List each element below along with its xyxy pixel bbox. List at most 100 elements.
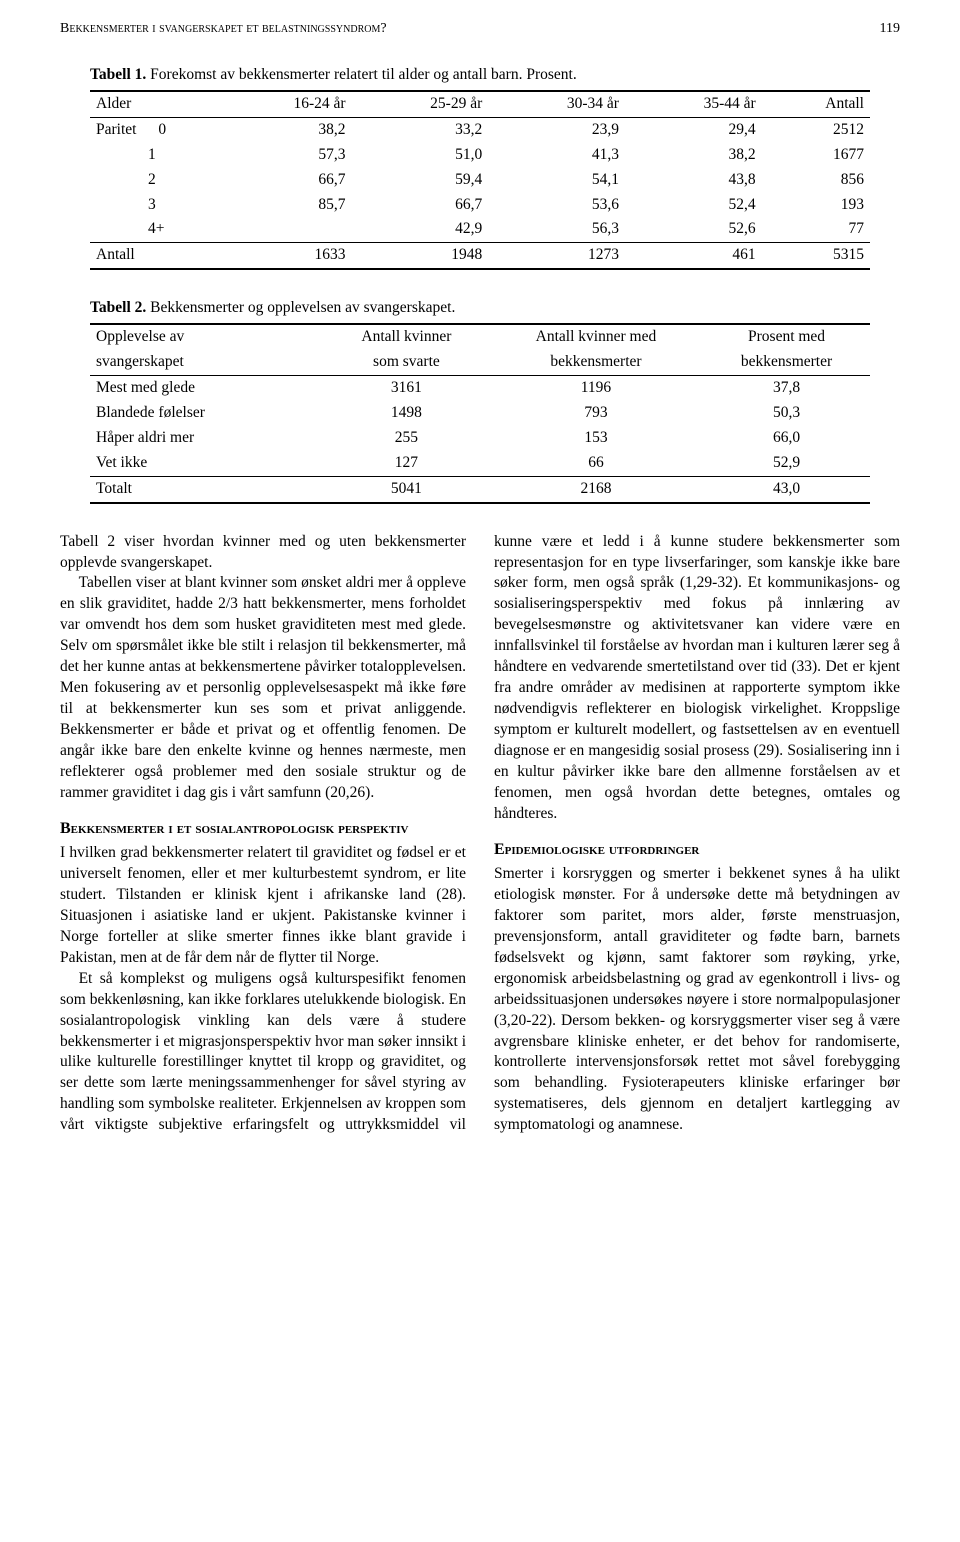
cell: Antall: [90, 243, 215, 269]
cell: 856: [762, 168, 870, 193]
cell: 52,6: [625, 217, 762, 242]
cell: Paritet 0: [90, 117, 215, 142]
table-1: Alder16-24 år25-29 år30-34 år35-44 årAnt…: [90, 90, 870, 270]
cell: 461: [625, 243, 762, 269]
cell: 77: [762, 217, 870, 242]
table-1-caption-text: Forekomst av bekkensmerter relatert til …: [150, 66, 577, 83]
table-2-header-row1: Opplevelse av Antall kvinner Antall kvin…: [90, 324, 870, 350]
th: 16-24 år: [215, 91, 352, 117]
cell: 57,3: [215, 143, 352, 168]
table-2-header-row2: svangerskapet som svarte bekkensmerter b…: [90, 350, 870, 375]
table-row: Mest med glede 3161 1196 37,8: [90, 376, 870, 401]
cell: 3: [90, 193, 215, 218]
th: 30-34 år: [488, 91, 625, 117]
section-heading-1: Bekkensmerter i et sosialantropologisk p…: [60, 818, 466, 840]
cell: 50,3: [703, 401, 870, 426]
th: som svarte: [324, 350, 489, 375]
cell: 56,3: [488, 217, 625, 242]
cell: 23,9: [488, 117, 625, 142]
cell: 38,2: [625, 143, 762, 168]
cell: 793: [489, 401, 703, 426]
table-row: Håper aldri mer 255 153 66,0: [90, 426, 870, 451]
cell: 255: [324, 426, 489, 451]
th: 35-44 år: [625, 91, 762, 117]
cell: 1948: [352, 243, 489, 269]
th: Alder: [90, 91, 215, 117]
cell: [215, 217, 352, 242]
cell: 1196: [489, 376, 703, 401]
cell: 43,8: [625, 168, 762, 193]
cell: 3161: [324, 376, 489, 401]
cell: 193: [762, 193, 870, 218]
cell: 51,0: [352, 143, 489, 168]
cell: 4+: [90, 217, 215, 242]
cell: 85,7: [215, 193, 352, 218]
cell: 66,7: [352, 193, 489, 218]
cell: 54,1: [488, 168, 625, 193]
table-2-block: Tabell 2. Bekkensmerter og opplevelsen a…: [90, 298, 870, 503]
table-row: 266,759,454,143,8856: [90, 168, 870, 193]
th: 25-29 år: [352, 91, 489, 117]
cell: 1677: [762, 143, 870, 168]
cell: Totalt: [90, 476, 324, 502]
cell: 2168: [489, 476, 703, 502]
cell: 1498: [324, 401, 489, 426]
table-2-caption-label: Tabell 2.: [90, 299, 146, 316]
section-heading-2-text: Epidemiologiske utfordringer: [494, 841, 699, 858]
table-2-total-row: Totalt 5041 2168 43,0: [90, 476, 870, 502]
section-heading-2: Epidemiologiske utfordringer: [494, 839, 900, 861]
cell: 42,9: [352, 217, 489, 242]
running-title: Bekkensmerter i svangerskapet et belastn…: [60, 20, 387, 39]
table-row: Blandede følelser 1498 793 50,3: [90, 401, 870, 426]
table-1-caption: Tabell 1. Forekomst av bekkensmerter rel…: [90, 65, 870, 86]
th: svangerskapet: [90, 350, 324, 375]
th: Prosent med: [703, 324, 870, 350]
table-2-caption-text: Bekkensmerter og opplevelsen av svangers…: [150, 299, 455, 316]
cell: 5041: [324, 476, 489, 502]
cell: Mest med glede: [90, 376, 324, 401]
cell: 66: [489, 451, 703, 476]
running-header: Bekkensmerter i svangerskapet et belastn…: [60, 20, 900, 57]
table-row: 157,351,041,338,21677: [90, 143, 870, 168]
cell: 1: [90, 143, 215, 168]
table-row: 4+ 42,956,352,677: [90, 217, 870, 242]
cell: 52,9: [703, 451, 870, 476]
cell: 59,4: [352, 168, 489, 193]
page-number: 119: [880, 20, 900, 39]
cell: 53,6: [488, 193, 625, 218]
th: bekkensmerter: [703, 350, 870, 375]
table-row: Paritet 038,233,223,929,42512: [90, 117, 870, 142]
cell: 37,8: [703, 376, 870, 401]
cell: 43,0: [703, 476, 870, 502]
cell: Blandede følelser: [90, 401, 324, 426]
th: Antall: [762, 91, 870, 117]
cell: 52,4: [625, 193, 762, 218]
cell: 33,2: [352, 117, 489, 142]
section-heading-1-text: Bekkensmerter i et sosialantropologisk p…: [60, 820, 408, 837]
body-p5: Smerter i korsryggen og smerter i bekken…: [494, 864, 900, 1136]
table-2: Opplevelse av Antall kvinner Antall kvin…: [90, 323, 870, 503]
table-1-header-row: Alder16-24 år25-29 år30-34 år35-44 årAnt…: [90, 91, 870, 117]
cell: 2: [90, 168, 215, 193]
table-row: Vet ikke 127 66 52,9: [90, 451, 870, 476]
cell: Håper aldri mer: [90, 426, 324, 451]
th: Antall kvinner: [324, 324, 489, 350]
cell: Vet ikke: [90, 451, 324, 476]
cell: 127: [324, 451, 489, 476]
cell: 29,4: [625, 117, 762, 142]
th: Antall kvinner med: [489, 324, 703, 350]
table-2-caption: Tabell 2. Bekkensmerter og opplevelsen a…: [90, 298, 870, 319]
cell: 66,0: [703, 426, 870, 451]
body-p1: Tabell 2 viser hvordan kvinner med og ut…: [60, 532, 466, 574]
body-p3: I hvilken grad bekkensmerter relatert ti…: [60, 843, 466, 969]
cell: 1633: [215, 243, 352, 269]
cell: 66,7: [215, 168, 352, 193]
cell: 38,2: [215, 117, 352, 142]
table-1-total-row: Antall1633194812734615315: [90, 243, 870, 269]
cell: 5315: [762, 243, 870, 269]
body-p2: Tabellen viser at blant kvinner som ønsk…: [60, 573, 466, 803]
cell: 2512: [762, 117, 870, 142]
cell: 41,3: [488, 143, 625, 168]
th: Opplevelse av: [90, 324, 324, 350]
body-columns: Tabell 2 viser hvordan kvinner med og ut…: [60, 532, 900, 1136]
